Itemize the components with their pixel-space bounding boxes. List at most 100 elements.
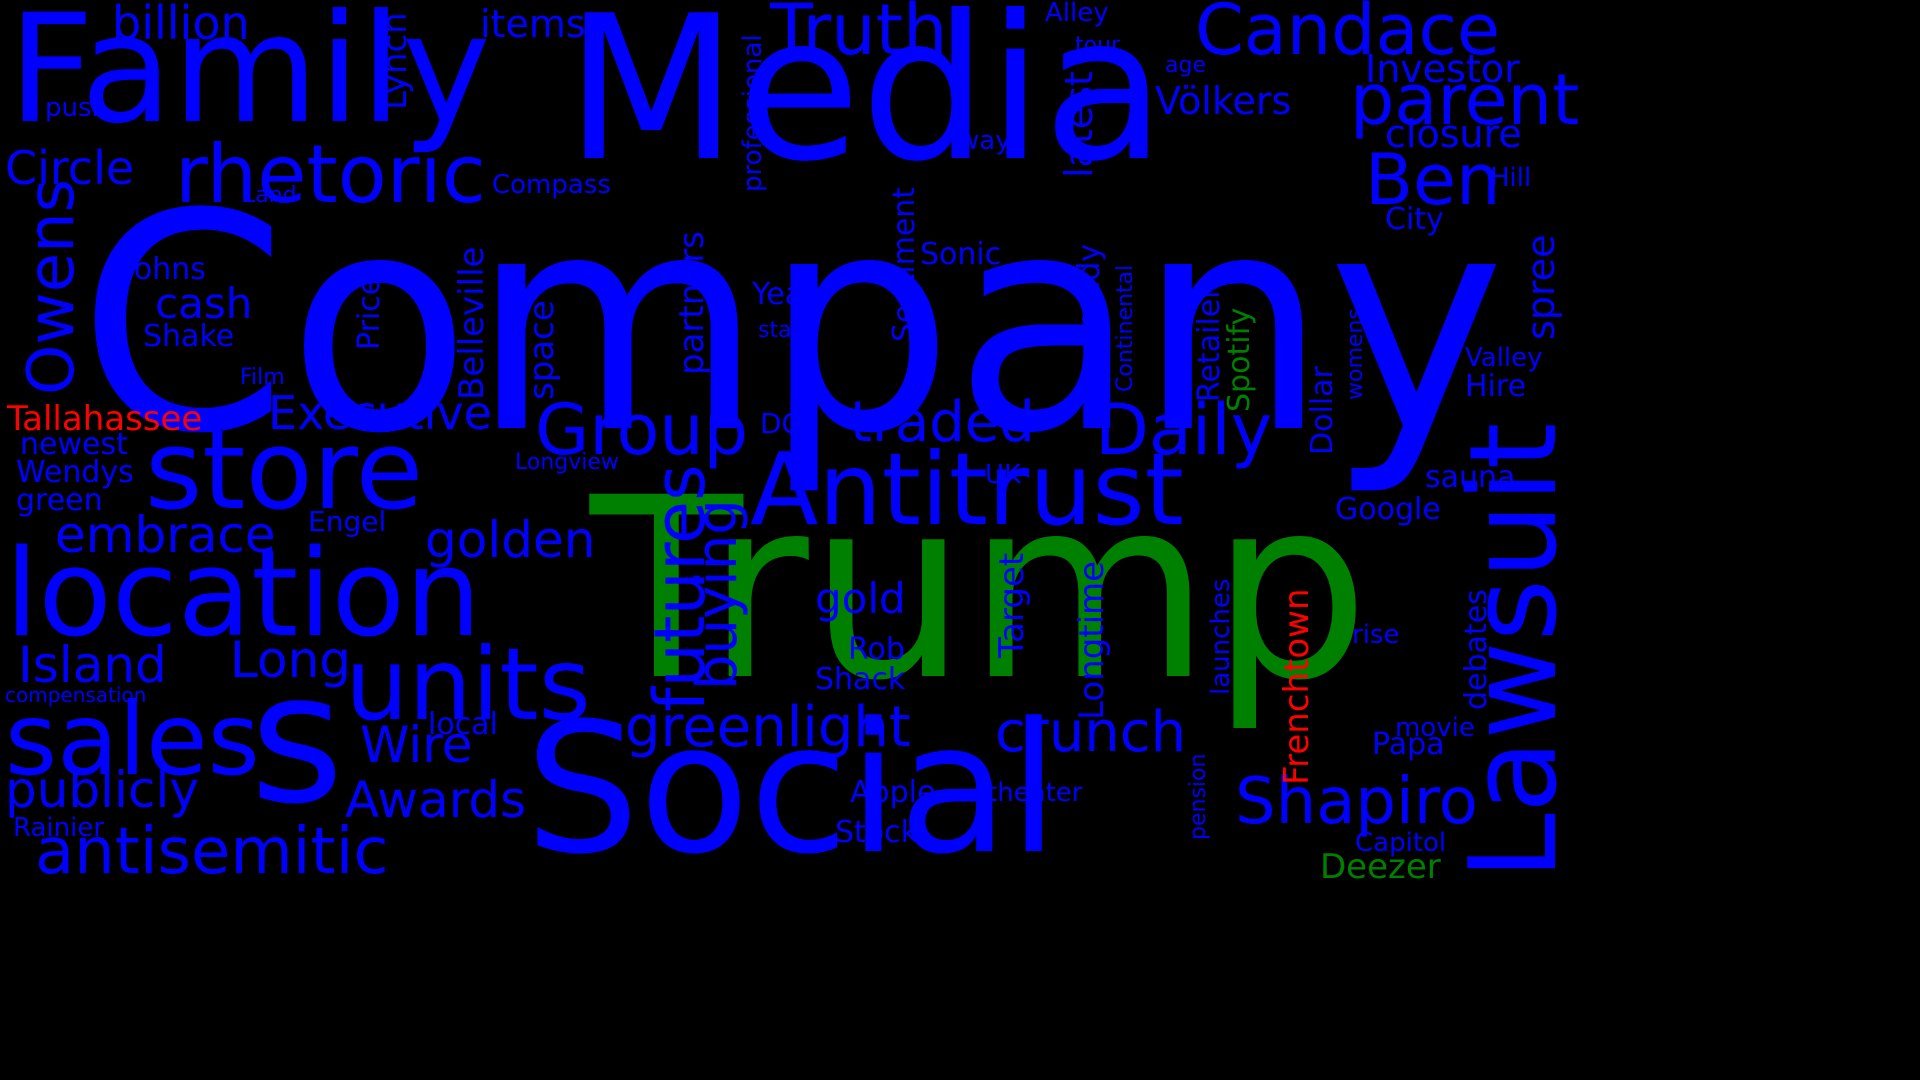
word-sonic: Sonic <box>920 237 1002 272</box>
word-newest: newest <box>20 427 128 462</box>
word-location: location <box>5 525 482 664</box>
word-publicly: publicly <box>5 761 199 819</box>
word-antisemitic: antisemitic <box>35 815 389 889</box>
word-group: Group <box>535 389 749 471</box>
word-google: Google <box>1335 492 1441 527</box>
word-belleville: Belleville <box>452 246 492 400</box>
word-parent: parent <box>1350 59 1580 141</box>
word-uk: UK <box>985 460 1022 490</box>
word-debates: debates <box>1459 589 1494 710</box>
word-company: Company <box>78 150 1506 499</box>
word-johns: Johns <box>125 252 206 287</box>
word-rhetoric: rhetoric <box>175 128 486 221</box>
word-daily: Daily <box>1095 389 1273 471</box>
word-rainier: Rainier <box>13 813 105 843</box>
word-land: Land <box>243 183 297 208</box>
word-longview: Longview <box>515 450 619 475</box>
word-doj: DOJ <box>760 407 812 440</box>
word-store: store <box>145 406 424 534</box>
word-hire: Hire <box>1465 369 1527 404</box>
word-ben: Ben <box>1365 139 1501 221</box>
word-freddy: Freddy <box>1072 243 1107 345</box>
word-space: space <box>522 300 562 400</box>
word-investor: Investor <box>1365 47 1520 91</box>
word-owens: Owens <box>15 179 89 395</box>
word-truth: Truth <box>770 0 948 71</box>
word-crunch: crunch <box>995 700 1187 765</box>
word-hill: Hill <box>1490 163 1532 193</box>
word-spree: spree <box>1519 234 1563 340</box>
word-buying: buying <box>685 499 750 690</box>
word-closure: closure <box>1385 112 1522 156</box>
word-rob: Rob <box>848 632 905 667</box>
word-spotify: Spotify <box>1222 307 1257 412</box>
word-capitol: Capitol <box>1355 828 1447 858</box>
word-tour: tour <box>1075 33 1121 58</box>
word-items: items <box>480 2 586 46</box>
word-golden: golden <box>425 511 596 569</box>
word-billion: billion <box>112 0 250 50</box>
word-media: Media <box>565 0 1166 206</box>
word-theater: theater <box>987 778 1083 808</box>
word-dollar: Dollar <box>1305 366 1340 455</box>
word-cash: cash <box>155 279 253 328</box>
word-stock: Stock <box>835 815 919 850</box>
word-year: Year <box>752 277 816 312</box>
word-continental: Continental <box>1113 264 1138 392</box>
word-sales: sales <box>5 681 260 798</box>
word-womens: womens <box>1343 308 1368 400</box>
word-greenlight: greenlight <box>625 695 911 760</box>
word-circle: Circle <box>5 141 135 195</box>
word-menu: menu <box>597 312 637 410</box>
word-island: Island <box>18 636 167 694</box>
word-rise: rise <box>1352 620 1400 650</box>
word-tallahassee: Tallahassee <box>7 399 203 439</box>
word-candace: Candace <box>1195 0 1501 71</box>
word-professional: professional <box>738 34 768 192</box>
word-movie: movie <box>1395 713 1475 743</box>
word-awards: Awards <box>345 771 527 829</box>
word-social: Social <box>525 685 1059 894</box>
word-retailer: Retailer <box>1192 286 1227 402</box>
word-engel: Engel <box>308 505 387 538</box>
word-alley: Alley <box>1045 0 1109 28</box>
word-compass: Compass <box>492 170 611 200</box>
word-shake: Shake <box>143 319 235 354</box>
word-traded: traded <box>850 390 1035 455</box>
word-deezer: Deezer <box>1320 847 1441 887</box>
word-age: age <box>1165 53 1206 78</box>
word-pension: pension <box>1186 753 1211 840</box>
word-valley: Valley <box>1465 343 1543 373</box>
word-target: Target <box>992 552 1032 658</box>
word-green: green <box>16 483 103 518</box>
word-longtime: Longtime <box>1072 560 1112 720</box>
word-gold: gold <box>815 574 906 623</box>
word-sauna: sauna <box>1425 460 1516 495</box>
word-latest: latest <box>1057 71 1101 178</box>
word-shapiro: Shapiro <box>1235 765 1478 839</box>
word-antitrust: Antitrust <box>750 431 1184 548</box>
word-long: Long <box>230 631 351 689</box>
word-embrace: embrace <box>55 506 276 564</box>
word-city: City <box>1385 202 1444 237</box>
word-shack: Shack <box>815 662 906 697</box>
word-volkers: Völkers <box>1155 79 1292 123</box>
word-local: local <box>428 707 498 742</box>
word-s: s <box>250 635 344 844</box>
word-frenchtown: Frenchtown <box>1277 588 1317 785</box>
word-film: Film <box>240 365 285 390</box>
word-push: push <box>45 93 109 123</box>
word-compensation: compensation <box>5 683 147 707</box>
word-wendys: Wendys <box>16 455 134 490</box>
word-papa: Papa <box>1372 727 1445 762</box>
word-sentiment: Sentiment <box>887 186 922 342</box>
word-apple: Apple <box>850 775 936 810</box>
word-wire: Wire <box>360 716 473 774</box>
word-trump: Trump <box>590 444 1370 735</box>
word-state: state <box>758 318 814 343</box>
word-executive: Executive <box>268 386 492 440</box>
word-family: Family <box>8 0 491 157</box>
word-partners: partners <box>672 231 712 375</box>
word-price: Price <box>352 276 387 350</box>
